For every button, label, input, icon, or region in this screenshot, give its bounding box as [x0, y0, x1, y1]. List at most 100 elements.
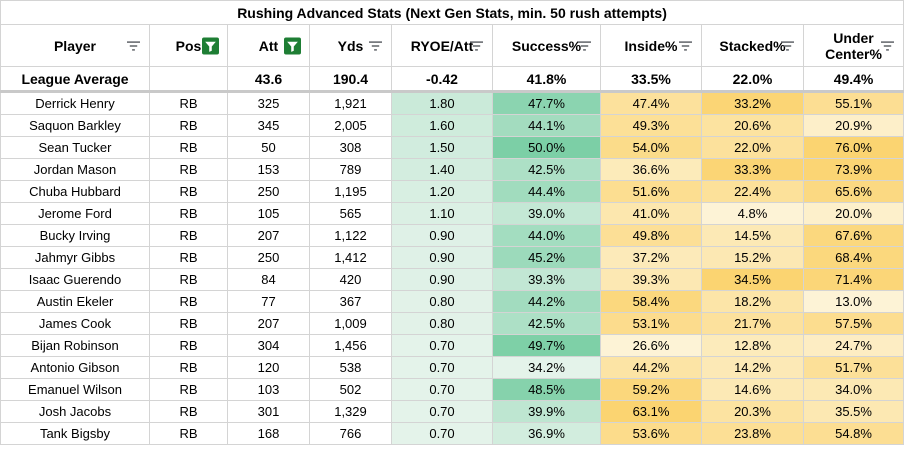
cell-att[interactable]: 103 [227, 378, 310, 401]
cell-success[interactable]: 44.0% [492, 224, 601, 247]
cell-att[interactable]: 153 [227, 158, 310, 181]
cell-inside[interactable]: 47.4% [600, 91, 702, 115]
cell-pos[interactable]: RB [149, 136, 228, 159]
cell-player[interactable]: Chuba Hubbard [0, 180, 150, 203]
cell-pos[interactable]: RB [149, 202, 228, 225]
cell-stacked[interactable]: 34.5% [701, 268, 804, 291]
cell-inside[interactable]: 37.2% [600, 246, 702, 269]
filter-icon[interactable] [126, 39, 141, 52]
cell-under-center[interactable]: 35.5% [802, 400, 905, 423]
cell-att[interactable]: 304 [227, 334, 310, 357]
cell-player[interactable]: Jordan Mason [0, 158, 150, 181]
column-header-ryoe-att[interactable]: RYOE/Att [391, 24, 493, 67]
cell-att[interactable]: 105 [227, 202, 310, 225]
cell-yds[interactable]: 1,329 [309, 400, 392, 423]
cell-pos[interactable]: RB [149, 224, 228, 247]
cell-pos[interactable]: RB [149, 422, 228, 445]
cell-yds[interactable]: 1,412 [309, 246, 392, 269]
cell-ryoe[interactable]: 0.90 [391, 224, 493, 247]
cell-att[interactable]: 84 [227, 268, 310, 291]
column-header-inside[interactable]: Inside% [600, 24, 702, 67]
cell-under-center[interactable]: 76.0% [802, 136, 905, 159]
cell-inside[interactable]: 26.6% [600, 334, 702, 357]
cell-under-center[interactable]: 24.7% [802, 334, 905, 357]
cell-ryoe[interactable]: 0.80 [391, 290, 493, 313]
cell-ryoe[interactable]: 0.70 [391, 400, 493, 423]
cell-player[interactable]: Bijan Robinson [0, 334, 150, 357]
cell-pos[interactable]: RB [149, 400, 228, 423]
filter-icon[interactable] [780, 39, 795, 52]
cell-under-center[interactable]: 13.0% [802, 290, 905, 313]
cell-att[interactable]: 250 [227, 246, 310, 269]
cell-stacked[interactable]: 22.0% [701, 136, 804, 159]
cell-inside[interactable]: 54.0% [600, 136, 702, 159]
cell-yds[interactable]: 1,921 [309, 91, 392, 115]
cell-inside[interactable]: 44.2% [600, 356, 702, 379]
cell-player[interactable]: Austin Ekeler [0, 290, 150, 313]
cell-success[interactable]: 44.4% [492, 180, 601, 203]
cell-success[interactable]: 45.2% [492, 246, 601, 269]
cell-stacked[interactable]: 20.6% [701, 114, 804, 137]
filter-icon[interactable] [880, 39, 895, 52]
cell-under-center[interactable]: 65.6% [802, 180, 905, 203]
cell-stacked[interactable]: 14.5% [701, 224, 804, 247]
column-header-yds[interactable]: Yds [309, 24, 392, 67]
cell-inside[interactable]: 49.8% [600, 224, 702, 247]
cell-ryoe[interactable]: 1.50 [391, 136, 493, 159]
cell-ryoe[interactable]: 1.40 [391, 158, 493, 181]
cell-under-center[interactable]: 57.5% [802, 312, 905, 335]
cell-att[interactable]: 301 [227, 400, 310, 423]
cell-ryoe[interactable]: 1.20 [391, 180, 493, 203]
filter-active-icon[interactable] [202, 37, 219, 54]
cell-stacked[interactable]: 14.6% [701, 378, 804, 401]
cell-inside[interactable]: 58.4% [600, 290, 702, 313]
cell-success[interactable]: 44.2% [492, 290, 601, 313]
cell-success[interactable]: 42.5% [492, 158, 601, 181]
cell-pos[interactable]: RB [149, 91, 228, 115]
cell-stacked[interactable]: 33.3% [701, 158, 804, 181]
column-header-player[interactable]: Player [0, 24, 150, 67]
cell-ryoe[interactable]: 0.90 [391, 268, 493, 291]
cell-player[interactable]: James Cook [0, 312, 150, 335]
cell-ryoe[interactable]: 0.90 [391, 246, 493, 269]
column-header-success[interactable]: Success% [492, 24, 601, 67]
cell-pos[interactable]: RB [149, 246, 228, 269]
cell-ryoe[interactable]: 1.80 [391, 91, 493, 115]
cell-player[interactable]: Emanuel Wilson [0, 378, 150, 401]
cell-pos[interactable]: RB [149, 378, 228, 401]
cell-yds[interactable]: 367 [309, 290, 392, 313]
column-header-under-center[interactable]: Under Center% [802, 24, 905, 67]
cell-yds[interactable]: 1,456 [309, 334, 392, 357]
cell-ryoe[interactable]: 1.10 [391, 202, 493, 225]
cell-under-center[interactable]: 34.0% [802, 378, 905, 401]
cell-att[interactable]: 250 [227, 180, 310, 203]
cell-inside[interactable]: 41.0% [600, 202, 702, 225]
cell-success[interactable]: 39.9% [492, 400, 601, 423]
cell-pos[interactable]: RB [149, 158, 228, 181]
cell-success[interactable]: 44.1% [492, 114, 601, 137]
filter-active-icon[interactable] [284, 37, 301, 54]
cell-success[interactable]: 39.3% [492, 268, 601, 291]
cell-ryoe[interactable]: 0.70 [391, 356, 493, 379]
cell-success[interactable]: 39.0% [492, 202, 601, 225]
cell-yds[interactable]: 1,009 [309, 312, 392, 335]
filter-icon[interactable] [368, 39, 383, 52]
cell-stacked[interactable]: 33.2% [701, 91, 804, 115]
cell-inside[interactable]: 63.1% [600, 400, 702, 423]
cell-success[interactable]: 48.5% [492, 378, 601, 401]
cell-stacked[interactable]: 20.3% [701, 400, 804, 423]
cell-under-center[interactable]: 20.9% [802, 114, 905, 137]
cell-att[interactable]: 207 [227, 224, 310, 247]
cell-ryoe[interactable]: 0.70 [391, 422, 493, 445]
cell-under-center[interactable]: 71.4% [802, 268, 905, 291]
cell-player[interactable]: Bucky Irving [0, 224, 150, 247]
cell-inside[interactable]: 51.6% [600, 180, 702, 203]
cell-ryoe[interactable]: 0.80 [391, 312, 493, 335]
cell-inside[interactable]: 53.1% [600, 312, 702, 335]
cell-inside[interactable]: 53.6% [600, 422, 702, 445]
cell-under-center[interactable]: 73.9% [802, 158, 905, 181]
cell-player[interactable]: Tank Bigsby [0, 422, 150, 445]
cell-stacked[interactable]: 4.8% [701, 202, 804, 225]
cell-stacked[interactable]: 18.2% [701, 290, 804, 313]
cell-under-center[interactable]: 68.4% [802, 246, 905, 269]
